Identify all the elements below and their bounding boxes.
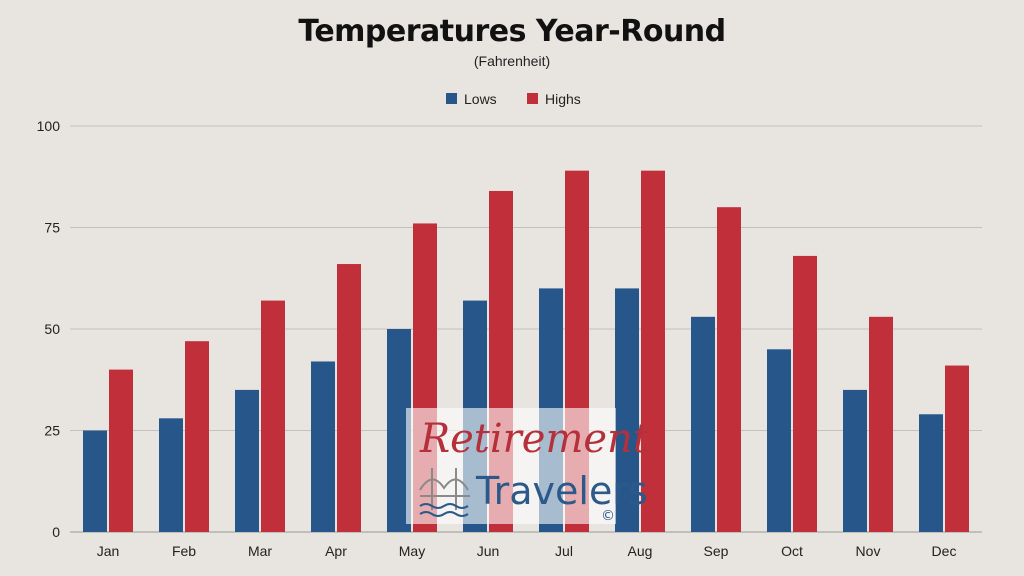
x-tick-label: Oct <box>781 543 803 559</box>
bar-lows-nov <box>843 389 867 532</box>
x-tick-label: Dec <box>932 543 957 559</box>
bar-highs-aug <box>641 170 665 532</box>
bar-lows-apr <box>311 361 335 532</box>
bar-highs-nov <box>869 316 893 532</box>
x-axis-ticks: Jan Feb Mar Apr May Jun Jul Aug Sep Oct Nov Dec <box>97 543 957 559</box>
x-tick-label: Jun <box>477 543 500 559</box>
watermark-line2: Travelers <box>475 469 648 513</box>
x-tick-label: Mar <box>248 543 272 559</box>
watermark-line1: Retirement <box>419 416 650 462</box>
bar-highs-feb <box>185 341 209 532</box>
x-tick-label: Aug <box>628 543 653 559</box>
bar-lows-mar <box>235 389 259 532</box>
watermark-background <box>406 408 616 524</box>
bar-lows-sep <box>691 316 715 532</box>
y-tick-label: 25 <box>44 423 60 439</box>
bar-lows-feb <box>159 418 183 532</box>
x-tick-label: May <box>399 543 425 559</box>
bar-highs-dec <box>945 365 969 532</box>
legend-label: Highs <box>545 91 581 107</box>
copyright-mark: © <box>601 508 615 524</box>
bar-lows-oct <box>767 349 791 532</box>
legend-label: Lows <box>464 91 497 107</box>
chart-title: Temperatures Year-Round <box>298 14 726 49</box>
x-tick-label: Sep <box>704 543 729 559</box>
y-tick-label: 0 <box>52 524 60 540</box>
legend-swatch <box>446 93 457 104</box>
bar-lows-jan <box>83 430 107 532</box>
watermark-logo: Retirement Travelers © <box>406 408 650 524</box>
x-tick-label: Feb <box>172 543 196 559</box>
bar-highs-sep <box>717 207 741 532</box>
x-tick-label: Jul <box>555 543 573 559</box>
x-tick-label: Jan <box>97 543 120 559</box>
bar-highs-mar <box>261 300 285 532</box>
legend: Lows Highs <box>446 91 581 107</box>
y-tick-label: 100 <box>37 118 61 134</box>
x-tick-label: Nov <box>856 543 881 559</box>
bar-lows-dec <box>919 414 943 532</box>
bridge-icon <box>419 468 470 517</box>
y-tick-label: 75 <box>44 220 60 236</box>
chart-subtitle: (Fahrenheit) <box>473 53 551 69</box>
y-axis-ticks: 0 25 50 75 100 <box>37 118 61 540</box>
legend-swatch <box>527 93 538 104</box>
bar-highs-oct <box>793 255 817 533</box>
x-tick-label: Apr <box>325 543 347 559</box>
bar-highs-apr <box>337 264 361 532</box>
y-tick-label: 50 <box>44 321 60 337</box>
bar-lows-aug <box>615 288 639 532</box>
bar-highs-jan <box>109 369 133 532</box>
